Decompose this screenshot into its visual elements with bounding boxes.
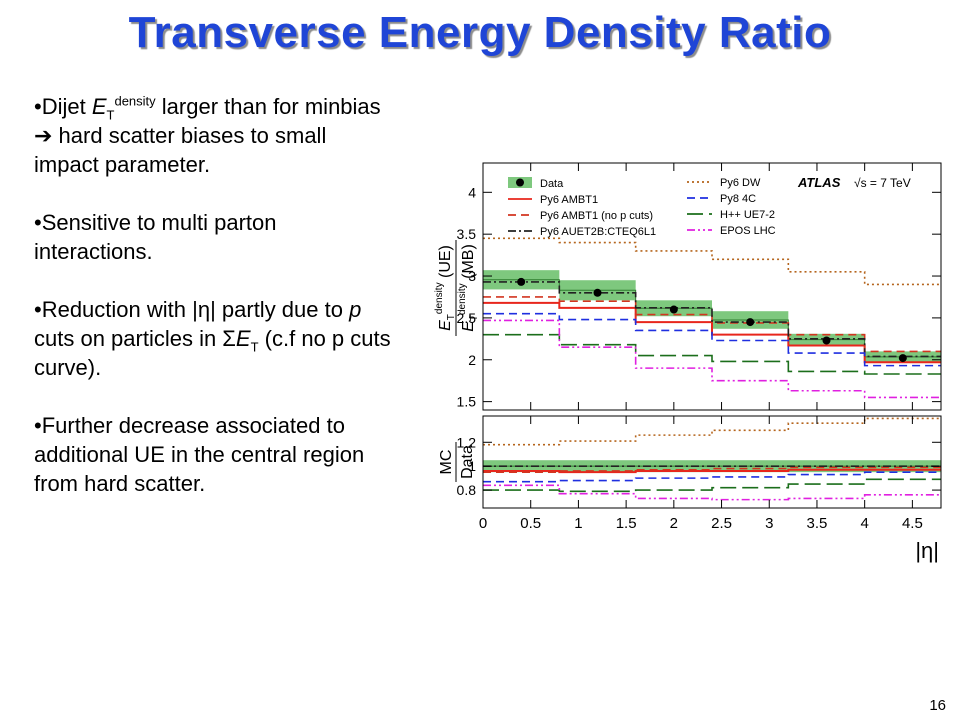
bullet-dijet: •Dijet ETdensity larger than for minbias…: [34, 92, 394, 179]
data-point: [822, 336, 831, 345]
x-tick-label: 3.5: [807, 515, 828, 532]
legend-label: H++ UE7-2: [720, 209, 775, 221]
bullet-reduction: •Reduction with |η| partly due to p cuts…: [34, 295, 394, 382]
top-y-tick-label: 3.5: [457, 226, 477, 242]
top-y-tick-label: 3: [468, 268, 476, 284]
legend-label: Py6 AUET2B:CTEQ6L1: [540, 226, 656, 238]
legend-label: Py6 AMBT1 (no p cuts): [540, 210, 653, 222]
top-y-tick-label: 4: [468, 184, 476, 200]
data-point: [517, 277, 526, 286]
x-tick-label: 0.5: [520, 515, 541, 532]
legend-label: Py8 4C: [720, 193, 756, 205]
p-symbol: p: [349, 297, 362, 322]
bullet-dijet-p2: larger than for minbias: [155, 94, 381, 119]
bullet-reduction-p1: •Reduction with |η| partly due to: [34, 297, 350, 322]
bullet-dijet-p3: hard scatter biases to small impact para…: [34, 123, 327, 177]
page-number: 16: [929, 697, 946, 714]
data-point: [593, 288, 602, 297]
ratio-y-axis-label: MC Data: [438, 442, 476, 482]
series-py6-auet2b-cteq6l1: [483, 281, 941, 358]
legend-data-marker: [516, 178, 524, 187]
atlas-label: ATLAS: [797, 175, 841, 190]
ratio-series-py8-4c: [483, 471, 941, 483]
ratio-y-tick-label: 1: [468, 458, 476, 474]
legend-data-label: Data: [540, 178, 564, 190]
top-y-axis-label: ETdensity (UE)ETdensity (MB): [434, 240, 480, 336]
x-tick-label: 2.5: [711, 515, 732, 532]
ratio-frame: [482, 415, 942, 509]
top-y-tick-label: 2.5: [457, 310, 477, 326]
et-symbol: E: [235, 326, 251, 351]
ratio-y-label-denominator: Data: [459, 445, 476, 479]
legend-label: EPOS LHC: [720, 225, 776, 237]
et-symbol: E: [91, 94, 107, 119]
et-superscript: density: [114, 93, 156, 109]
bullet-mpi: •Sensitive to multi parton interactions.: [34, 210, 277, 264]
x-axis-label: |η|: [915, 538, 939, 563]
bullet-reduction-p2: cuts on particles in Σ: [34, 326, 236, 351]
ratio-series-py6-ambt1: [483, 468, 941, 474]
bullet-reduction-p3: (c.f no p cuts curve).: [34, 326, 391, 380]
top-y-tick-label: 2: [468, 352, 476, 368]
bullet-further: •Further decrease associated to addition…: [34, 413, 365, 496]
data-point: [898, 354, 907, 363]
x-tick-label: 4.5: [902, 515, 923, 532]
x-tick-label: 4: [860, 515, 868, 532]
series-epos-lhc: [483, 319, 941, 399]
et-density-ratio-chart: 1.5 2 2.5 3 3.5 4 Data Py6 AMBT1 Py6 AMBT1 (no p…: [434, 162, 942, 563]
top-y-label-denominator: ETdensity (MB): [457, 244, 480, 332]
arrow-right-icon: ➔: [34, 123, 53, 148]
ratio-series-epos-lhc: [483, 484, 941, 501]
ratio-y-label-numerator: MC: [438, 450, 455, 475]
ratio-series-h-ue7-2: [483, 478, 941, 493]
top-y-tick-label: 1.5: [457, 394, 477, 410]
legend-label: Py6 AMBT1: [540, 194, 598, 206]
x-tick-label: 2: [670, 515, 678, 532]
data-point: [669, 305, 678, 314]
x-tick-label: 0: [479, 515, 487, 532]
top-frame: [482, 162, 942, 411]
et-subscript: T: [250, 339, 259, 355]
energy-label: √s = 7 TeV: [854, 176, 911, 190]
ratio-y-tick-label: 1.2: [457, 434, 477, 450]
legend-label: Py6 DW: [720, 177, 761, 189]
series-h-ue7-2: [483, 333, 941, 375]
slide-title: Transverse Energy Density Ratio: [128, 8, 832, 57]
x-tick-label: 3: [765, 515, 773, 532]
x-tick-label: 1: [574, 515, 582, 532]
x-tick-label: 1.5: [616, 515, 637, 532]
series-py8-4c: [483, 312, 941, 367]
chart-legend: Data Py6 AMBT1 Py6 AMBT1 (no p cuts) Py6 AU…: [508, 177, 776, 238]
ratio-series-py6-dw: [483, 417, 941, 446]
series-py6-ambt1-no-p-cuts: [483, 296, 941, 353]
series-py6-dw: [483, 237, 941, 286]
et-subscript: T: [106, 107, 115, 123]
bullet-list: •Dijet ETdensity larger than for minbias…: [34, 92, 394, 527]
ratio-y-tick-label: 0.8: [457, 482, 477, 498]
bullet-dijet-p1: •Dijet: [34, 94, 92, 119]
data-point: [746, 318, 755, 327]
top-y-label-numerator: ETdensity (UE): [434, 245, 457, 331]
